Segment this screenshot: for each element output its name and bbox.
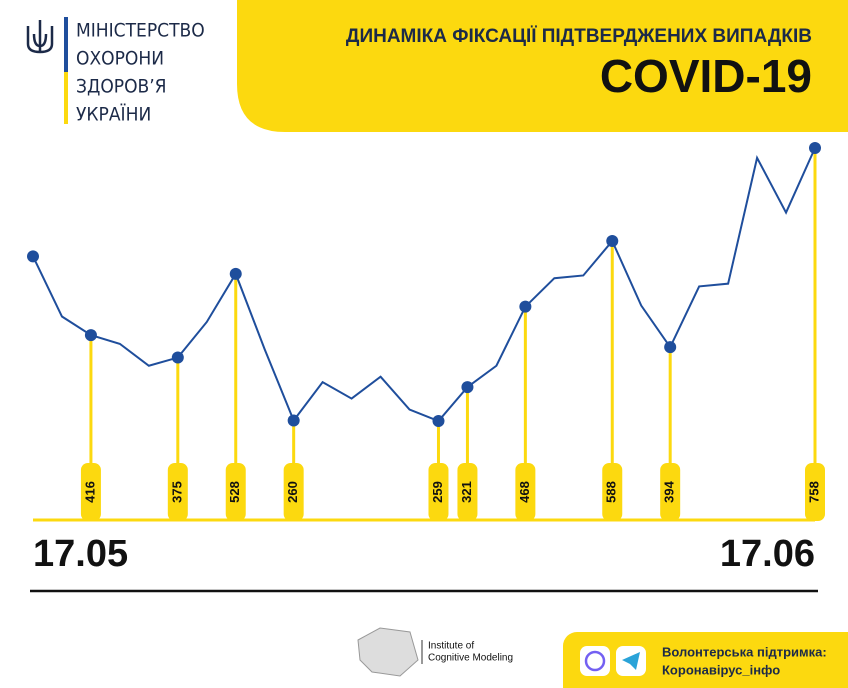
data-label: 259 — [430, 481, 445, 503]
x-tick-label: 17.05 — [33, 533, 128, 575]
data-label: 394 — [662, 480, 677, 502]
label-pill — [602, 463, 623, 521]
point — [519, 300, 532, 313]
flag-blue — [64, 17, 68, 72]
line-series — [32, 147, 816, 423]
data-label: 758 — [806, 481, 821, 503]
data-label: 375 — [169, 481, 184, 503]
data-label: 468 — [517, 481, 532, 503]
support-text: Коронавірус_інфо — [662, 662, 780, 677]
label-pill — [805, 463, 825, 521]
data-label: 321 — [459, 481, 474, 503]
point — [287, 414, 300, 427]
data-label: 260 — [285, 481, 300, 503]
trident-emblem — [26, 20, 54, 54]
point — [461, 381, 474, 394]
label-pill — [660, 463, 681, 521]
label-pill — [80, 463, 101, 521]
point — [84, 329, 97, 342]
label-pill — [283, 463, 304, 521]
telegram-glyph — [622, 652, 640, 670]
ministry-line: ОХОРОНИ — [76, 48, 164, 70]
data-label: 588 — [604, 481, 619, 503]
point — [27, 250, 39, 263]
label-pill — [457, 463, 478, 521]
point — [809, 142, 821, 154]
title-panel — [237, 0, 848, 132]
label-pill — [167, 463, 188, 521]
viber-icon[interactable] — [580, 646, 610, 676]
point — [606, 235, 619, 248]
point — [171, 351, 184, 364]
ministry-line: ЗДОРОВ’Я — [76, 76, 167, 98]
label-pill — [428, 463, 449, 521]
support-text: Волонтерська підтримка: — [662, 644, 827, 659]
icm-logo — [357, 627, 419, 677]
viber-glyph — [584, 650, 606, 672]
chart-title: ДИНАМІКА ФІКСАЦІЇ ПІДТВЕРДЖЕНИХ ВИПАДКІВ — [346, 26, 812, 47]
flag-yellow — [64, 72, 68, 124]
institute-name: Institute of — [428, 641, 474, 652]
data-label: 528 — [227, 481, 242, 503]
data-label: 416 — [82, 481, 97, 503]
x-tick-label: 17.06 — [720, 533, 815, 575]
point — [229, 267, 242, 280]
chart-subtitle: COVID-19 — [600, 50, 812, 102]
ministry-line: УКРАЇНИ — [76, 103, 151, 126]
label-pill — [515, 463, 536, 521]
plot: 416 375 528 260 259 321 468 588 394 758 17.05 17.06 — [27, 142, 825, 575]
label-pill — [225, 463, 246, 521]
point — [664, 341, 677, 354]
institute-name: Cognitive Modeling — [428, 653, 513, 664]
point — [432, 415, 445, 427]
ministry-line: МІНІСТЕРСТВО — [76, 20, 205, 42]
